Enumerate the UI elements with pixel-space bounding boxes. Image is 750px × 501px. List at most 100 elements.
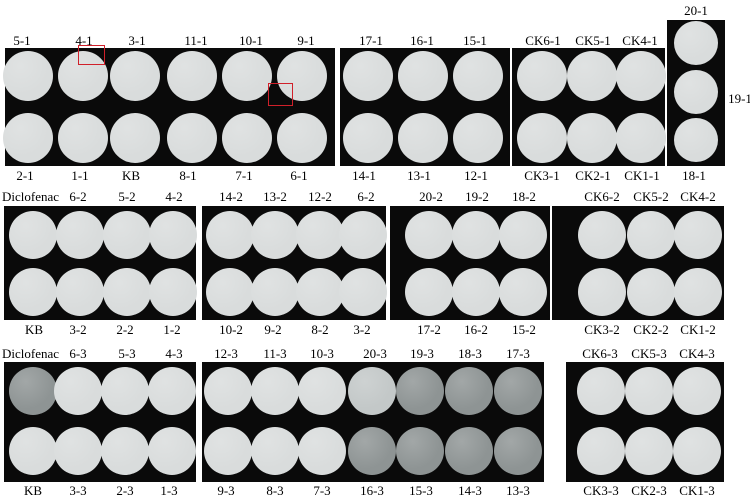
label-3-1: 3-1 bbox=[128, 33, 146, 48]
dish-1-bot-11 bbox=[616, 113, 666, 163]
label-10-3: 10-3 bbox=[310, 346, 334, 361]
label-10-1: 10-1 bbox=[239, 33, 263, 48]
label-ck3-2: CK3-2 bbox=[584, 322, 620, 337]
dish-2-bot-9 bbox=[452, 268, 500, 316]
dish-2-top-7 bbox=[339, 211, 387, 259]
dish-3-top-9 bbox=[445, 367, 493, 415]
label-17-1: 17-1 bbox=[359, 33, 383, 48]
label-7-1: 7-1 bbox=[235, 168, 253, 183]
label-8-3: 8-3 bbox=[266, 483, 284, 498]
zoom-marker-mid bbox=[268, 83, 293, 106]
label-ck2-3: CK2-3 bbox=[631, 483, 667, 498]
label-5-1: 5-1 bbox=[13, 33, 31, 48]
dish-1-bot-9 bbox=[517, 113, 567, 163]
label-diclofenac-3: Diclofenac bbox=[2, 346, 60, 361]
label-ck4-3: CK4-3 bbox=[679, 346, 715, 361]
dish-3-top-10 bbox=[494, 367, 542, 415]
label-13-1: 13-1 bbox=[407, 168, 431, 183]
dish-2-top-11 bbox=[578, 211, 626, 259]
dish-2-top-4 bbox=[206, 211, 254, 259]
dish-1-top-2 bbox=[110, 51, 160, 101]
dish-2-bot-3 bbox=[149, 268, 197, 316]
dish-1-top-9 bbox=[517, 51, 567, 101]
dish-3-top-5 bbox=[251, 367, 299, 415]
dish-3-top-0 bbox=[9, 367, 57, 415]
label-5-3: 5-3 bbox=[118, 346, 136, 361]
dish-2-bot-12 bbox=[627, 268, 675, 316]
dish-3-top-8 bbox=[396, 367, 444, 415]
label-ck1-1: CK1-1 bbox=[624, 168, 660, 183]
dish-3-bot-12 bbox=[625, 427, 673, 475]
label-kb-2: KB bbox=[24, 322, 44, 337]
dish-2-bot-0 bbox=[9, 268, 57, 316]
dish-1-bot-1 bbox=[58, 113, 108, 163]
dish-3-bot-0 bbox=[9, 427, 57, 475]
dish-1-bot-5 bbox=[277, 113, 327, 163]
dish-2-bot-4 bbox=[206, 268, 254, 316]
label-18-2: 18-2 bbox=[512, 189, 536, 204]
dish-1-top-10 bbox=[567, 51, 617, 101]
dish-2-top-8 bbox=[405, 211, 453, 259]
label-15-1: 15-1 bbox=[463, 33, 487, 48]
dish-3-bot-3 bbox=[148, 427, 196, 475]
label-16-2: 16-2 bbox=[464, 322, 488, 337]
label-14-2: 14-2 bbox=[219, 189, 243, 204]
label-13-3: 13-3 bbox=[506, 483, 530, 498]
label-ck3-1: CK3-1 bbox=[524, 168, 560, 183]
label-2-2: 2-2 bbox=[116, 322, 134, 337]
label-14-1: 14-1 bbox=[352, 168, 376, 183]
dish-1-bot-3 bbox=[167, 113, 217, 163]
dish-3-top-11 bbox=[577, 367, 625, 415]
label-1-1: 1-1 bbox=[71, 168, 89, 183]
dish-2-bot-2 bbox=[103, 268, 151, 316]
label-12-3: 12-3 bbox=[214, 346, 238, 361]
dish-3-top-2 bbox=[101, 367, 149, 415]
label-17-3: 17-3 bbox=[506, 346, 530, 361]
label-9-3: 9-3 bbox=[217, 483, 235, 498]
dish-1-top-3 bbox=[167, 51, 217, 101]
dish-2-top-12 bbox=[627, 211, 675, 259]
dish-1-top-4 bbox=[222, 51, 272, 101]
dish-2-bot-7 bbox=[339, 268, 387, 316]
dish-2-bot-8 bbox=[405, 268, 453, 316]
label-8-2: 8-2 bbox=[311, 322, 329, 337]
dish-1-top-6 bbox=[343, 51, 393, 101]
dish-2-bot-11 bbox=[578, 268, 626, 316]
dish-1-bot-7 bbox=[398, 113, 448, 163]
dish-2-top-3 bbox=[149, 211, 197, 259]
label-kb-1: KB bbox=[121, 168, 141, 183]
dish-3-bot-7 bbox=[348, 427, 396, 475]
label-ck2-1: CK2-1 bbox=[575, 168, 611, 183]
dish-1-bot-2 bbox=[110, 113, 160, 163]
label-16-3: 16-3 bbox=[360, 483, 384, 498]
dish-3-top-4 bbox=[204, 367, 252, 415]
label-ck6-2: CK6-2 bbox=[584, 189, 620, 204]
dish-1-top-11 bbox=[616, 51, 666, 101]
dish-3-bot-9 bbox=[445, 427, 493, 475]
dish-2-top-13 bbox=[674, 211, 722, 259]
label-14-3: 14-3 bbox=[458, 483, 482, 498]
dish-3-bot-6 bbox=[298, 427, 346, 475]
label-12-2: 12-2 bbox=[308, 189, 332, 204]
label-20-2: 20-2 bbox=[419, 189, 443, 204]
label-15-3: 15-3 bbox=[409, 483, 433, 498]
label-6-2: 6-2 bbox=[69, 189, 87, 204]
dish-2-top-10 bbox=[499, 211, 547, 259]
label-18-3: 18-3 bbox=[458, 346, 482, 361]
label-ck1-2: CK1-2 bbox=[680, 322, 716, 337]
dish-3-bot-11 bbox=[577, 427, 625, 475]
label-20-1: 20-1 bbox=[684, 3, 708, 18]
dish-1-bot-10 bbox=[567, 113, 617, 163]
dish-3-bot-1 bbox=[54, 427, 102, 475]
label-8-1: 8-1 bbox=[179, 168, 197, 183]
label-11-1: 11-1 bbox=[184, 33, 208, 48]
label-10-2: 10-2 bbox=[219, 322, 243, 337]
label-1-2: 1-2 bbox=[163, 322, 181, 337]
label-13-2: 13-2 bbox=[263, 189, 287, 204]
label-ck4-1: CK4-1 bbox=[622, 33, 658, 48]
label-18-1: 18-1 bbox=[682, 168, 706, 183]
label-9-2: 9-2 bbox=[264, 322, 282, 337]
zoom-marker-top bbox=[78, 45, 105, 65]
label-ck6-1: CK6-1 bbox=[525, 33, 561, 48]
